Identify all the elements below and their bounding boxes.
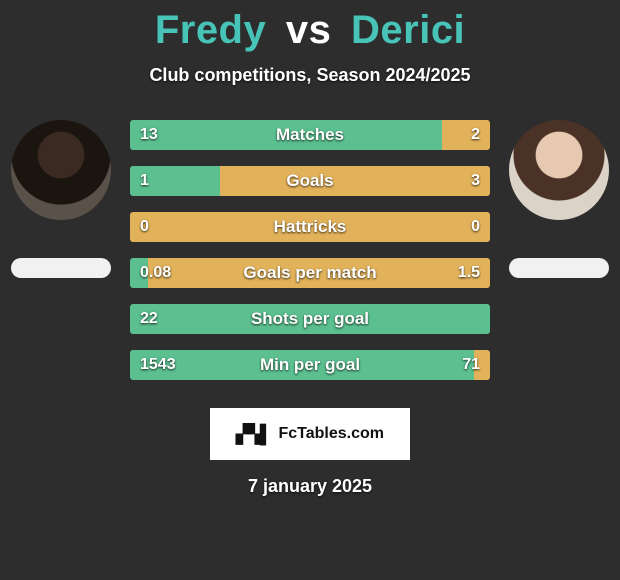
stat-left-value: 1543 xyxy=(130,350,186,380)
title-player2: Derici xyxy=(351,8,465,52)
stat-right-value: 2 xyxy=(461,120,490,150)
stat-bars: 132Matches13Goals00Hattricks0.081.5Goals… xyxy=(130,120,490,380)
player-left-flag xyxy=(11,258,111,278)
stat-right-value: 71 xyxy=(452,350,490,380)
player-right-column xyxy=(504,120,614,278)
card-date: 7 january 2025 xyxy=(0,476,620,497)
stat-bar: 154371Min per goal xyxy=(130,350,490,380)
title-player1: Fredy xyxy=(155,8,266,52)
title-vs: vs xyxy=(286,8,332,52)
stat-right-value: 1.5 xyxy=(448,258,490,288)
card-title: Fredy vs Derici xyxy=(0,0,620,53)
stat-left-value: 1 xyxy=(130,166,159,196)
stat-bar: 13Goals xyxy=(130,166,490,196)
stat-right-value: 0 xyxy=(461,212,490,242)
stat-left-value: 0 xyxy=(130,212,159,242)
stat-bar-right-seg xyxy=(220,166,490,196)
stat-bar: 22Shots per goal xyxy=(130,304,490,334)
stat-bar-right-seg xyxy=(148,258,490,288)
attribution-logo-icon: ▞▚▌ xyxy=(236,424,270,445)
stat-left-value: 13 xyxy=(130,120,168,150)
stat-bar: 00Hattricks xyxy=(130,212,490,242)
comparison-card: Fredy vs Derici Club competitions, Seaso… xyxy=(0,0,620,580)
stat-left-value: 22 xyxy=(130,304,168,334)
stat-bar: 0.081.5Goals per match xyxy=(130,258,490,288)
stat-bar: 132Matches xyxy=(130,120,490,150)
stat-bar-left-seg xyxy=(130,304,490,334)
stat-bar-left-seg xyxy=(130,120,442,150)
player-right-flag xyxy=(509,258,609,278)
stat-right-value: 3 xyxy=(461,166,490,196)
stat-left-value: 0.08 xyxy=(130,258,181,288)
player-left-column xyxy=(6,120,116,278)
compare-area: 132Matches13Goals00Hattricks0.081.5Goals… xyxy=(0,120,620,390)
attribution-text: FcTables.com xyxy=(278,425,384,443)
stat-right-value xyxy=(470,304,490,334)
attribution-badge: ▞▚▌ FcTables.com xyxy=(210,408,410,460)
player-right-avatar xyxy=(509,120,609,220)
card-subtitle: Club competitions, Season 2024/2025 xyxy=(0,65,620,86)
player-left-avatar xyxy=(11,120,111,220)
stat-bar-right-seg xyxy=(130,212,490,242)
